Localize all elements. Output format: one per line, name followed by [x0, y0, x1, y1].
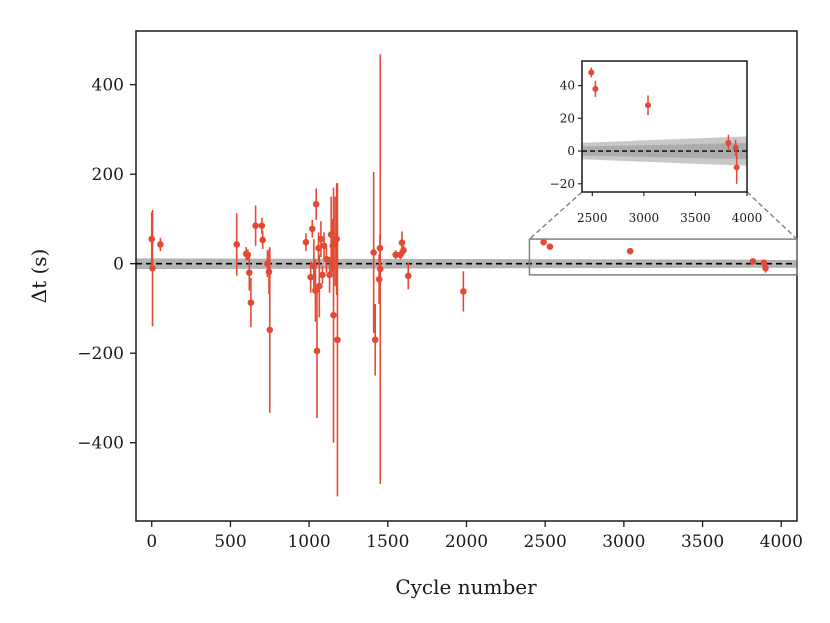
data-point [246, 269, 253, 276]
data-point [247, 299, 255, 306]
y-tick-label: −200 [77, 344, 124, 364]
inset-data-point [588, 69, 595, 76]
y-tick-label: −400 [77, 434, 124, 454]
inset-y-tick-label: 20 [560, 111, 575, 125]
inset-axis-ticks: 2500 3000 3500 4000 −20 0 20 40 [550, 79, 763, 225]
data-point [460, 288, 467, 295]
data-point [749, 258, 757, 265]
data-point [302, 238, 310, 246]
inset-data-point [645, 102, 651, 109]
data-point [233, 241, 241, 248]
data-point [319, 271, 326, 279]
data-point [316, 282, 323, 290]
data-point [313, 347, 321, 355]
data-point [266, 326, 274, 334]
x-tick-label: 3500 [681, 532, 724, 552]
inset-data-point [725, 139, 732, 146]
inset-frame [581, 60, 748, 193]
inset-data-point [732, 144, 739, 151]
zoom-indicator [528, 191, 798, 276]
data-point [404, 272, 412, 280]
y-tick-label: 400 [92, 76, 124, 96]
data-point [375, 276, 383, 283]
data-point [330, 311, 337, 319]
inset-data-point [592, 85, 599, 92]
x-tick-label: 4000 [760, 532, 803, 552]
data-point [398, 239, 406, 246]
x-tick-label: 3000 [602, 532, 645, 552]
inset-data-points [588, 67, 740, 184]
data-point [326, 271, 333, 279]
inset-x-tick-label: 3500 [680, 211, 711, 225]
inset-y-tick-label: −20 [550, 177, 575, 191]
y-axis-label: Δt (s) [27, 249, 51, 304]
data-point [376, 265, 384, 273]
inset-y-tick-label: 0 [567, 144, 575, 158]
data-point [149, 264, 156, 272]
data-point [371, 336, 379, 344]
inset-plot-area [582, 61, 747, 192]
inset-x-tick-label: 2500 [577, 211, 608, 225]
inset-y-tick-label: 40 [560, 79, 575, 93]
data-point [323, 255, 330, 263]
x-tick-label: 1500 [366, 532, 409, 552]
data-point [252, 222, 259, 229]
data-points [148, 54, 769, 497]
inset-x-tick-label: 4000 [732, 211, 763, 225]
data-point [370, 249, 377, 256]
data-point [540, 238, 547, 246]
data-point [259, 236, 266, 244]
zoom-connector-right [746, 191, 798, 240]
data-point [392, 251, 399, 259]
y-tick-label: 0 [113, 255, 124, 275]
data-point [307, 273, 314, 281]
data-point [334, 336, 341, 344]
data-point [546, 243, 554, 250]
y-tick-label: 200 [92, 165, 124, 185]
inset-data-point [733, 164, 740, 171]
zoom-rectangle [528, 238, 798, 276]
x-tick-label: 0 [146, 532, 157, 552]
x-tick-label: 2500 [524, 532, 567, 552]
data-point [400, 246, 407, 254]
x-tick-label: 2000 [445, 532, 488, 552]
inset-x-tick-label: 3000 [629, 211, 660, 225]
data-point [317, 235, 325, 243]
data-point [258, 222, 266, 229]
data-point [626, 247, 634, 255]
x-tick-label: 500 [214, 532, 246, 552]
data-point [762, 264, 769, 272]
x-tick-label: 1000 [287, 532, 330, 552]
data-point [308, 225, 316, 233]
data-point [157, 241, 164, 248]
zoom-connector-left [528, 191, 583, 240]
main-axis-ticks: 0 500 1000 1500 2000 2500 3000 3500 4000−400−200… [77, 76, 803, 552]
x-axis-label: Cycle number [395, 575, 537, 599]
data-point [312, 200, 320, 208]
